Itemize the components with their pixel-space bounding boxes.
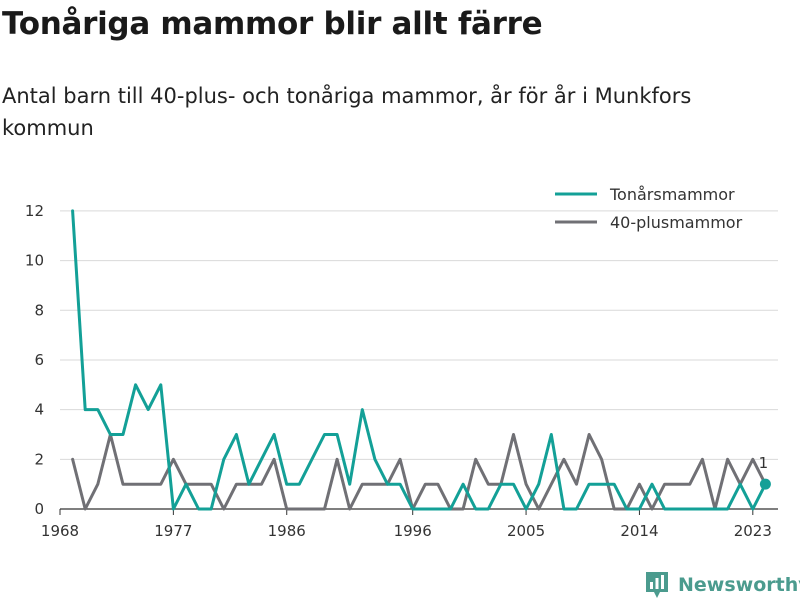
x-tick-label: 2005	[507, 522, 545, 540]
legend-label: 40-plusmammor	[610, 213, 743, 232]
series-line-40-plusmammor	[71, 433, 767, 511]
end-point-marker	[759, 478, 771, 490]
y-tick-label: 12	[25, 202, 44, 220]
y-tick-label: 6	[34, 351, 44, 369]
legend: Tonårsmammor 40-plusmammor	[555, 185, 743, 232]
axes: 0 2 4 6 8 10 12 1968 1977 1986 1996 2005 2014 2023	[25, 202, 778, 540]
y-tick-label: 2	[34, 450, 44, 468]
x-tick-label: 2023	[734, 522, 772, 540]
newsworthy-logo: Newsworthy	[644, 570, 800, 600]
chart-badge-icon	[646, 572, 668, 598]
x-tick-label: 1968	[41, 522, 79, 540]
y-tick-label: 0	[34, 500, 44, 518]
y-tick-label: 10	[25, 252, 44, 270]
series-line-tonarsmammor	[71, 209, 767, 511]
brand-name: Newsworthy	[678, 574, 800, 596]
x-tick-label: 1996	[394, 522, 432, 540]
series-lines: 1	[71, 209, 771, 511]
legend-label: Tonårsmammor	[609, 185, 735, 204]
chart-subtitle: Antal barn till 40-plus- och tonåriga ma…	[2, 84, 692, 140]
end-point-label: 1	[759, 454, 769, 472]
y-tick-label: 4	[34, 401, 44, 419]
y-tick-label: 8	[34, 301, 44, 319]
x-tick-label: 1977	[154, 522, 192, 540]
chart-title: Tonåriga mammor blir allt färre	[2, 6, 543, 42]
gridlines	[60, 210, 778, 460]
x-tick-label: 1986	[268, 522, 306, 540]
x-tick-label: 2014	[620, 522, 658, 540]
